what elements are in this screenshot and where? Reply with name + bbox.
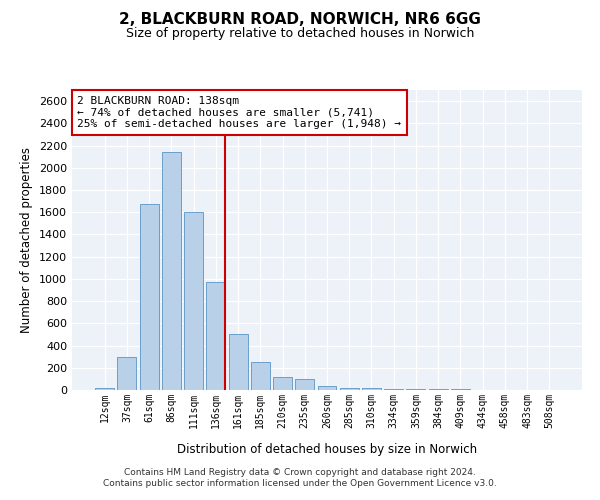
Bar xyxy=(340,388,359,390)
Bar xyxy=(229,334,248,390)
Bar xyxy=(118,356,136,390)
Bar xyxy=(140,204,158,390)
Y-axis label: Number of detached properties: Number of detached properties xyxy=(20,147,34,333)
Bar xyxy=(295,379,314,390)
Text: 2, BLACKBURN ROAD, NORWICH, NR6 6GG: 2, BLACKBURN ROAD, NORWICH, NR6 6GG xyxy=(119,12,481,28)
Bar xyxy=(384,389,403,390)
Bar xyxy=(251,362,270,390)
Bar xyxy=(95,388,114,390)
Text: Size of property relative to detached houses in Norwich: Size of property relative to detached ho… xyxy=(126,28,474,40)
Bar xyxy=(317,386,337,390)
Text: 2 BLACKBURN ROAD: 138sqm
← 74% of detached houses are smaller (5,741)
25% of sem: 2 BLACKBURN ROAD: 138sqm ← 74% of detach… xyxy=(77,96,401,129)
Bar xyxy=(206,282,225,390)
Text: Distribution of detached houses by size in Norwich: Distribution of detached houses by size … xyxy=(177,442,477,456)
Text: Contains HM Land Registry data © Crown copyright and database right 2024.
Contai: Contains HM Land Registry data © Crown c… xyxy=(103,468,497,487)
Bar xyxy=(184,212,203,390)
Bar xyxy=(162,152,181,390)
Bar xyxy=(273,376,292,390)
Bar xyxy=(362,388,381,390)
